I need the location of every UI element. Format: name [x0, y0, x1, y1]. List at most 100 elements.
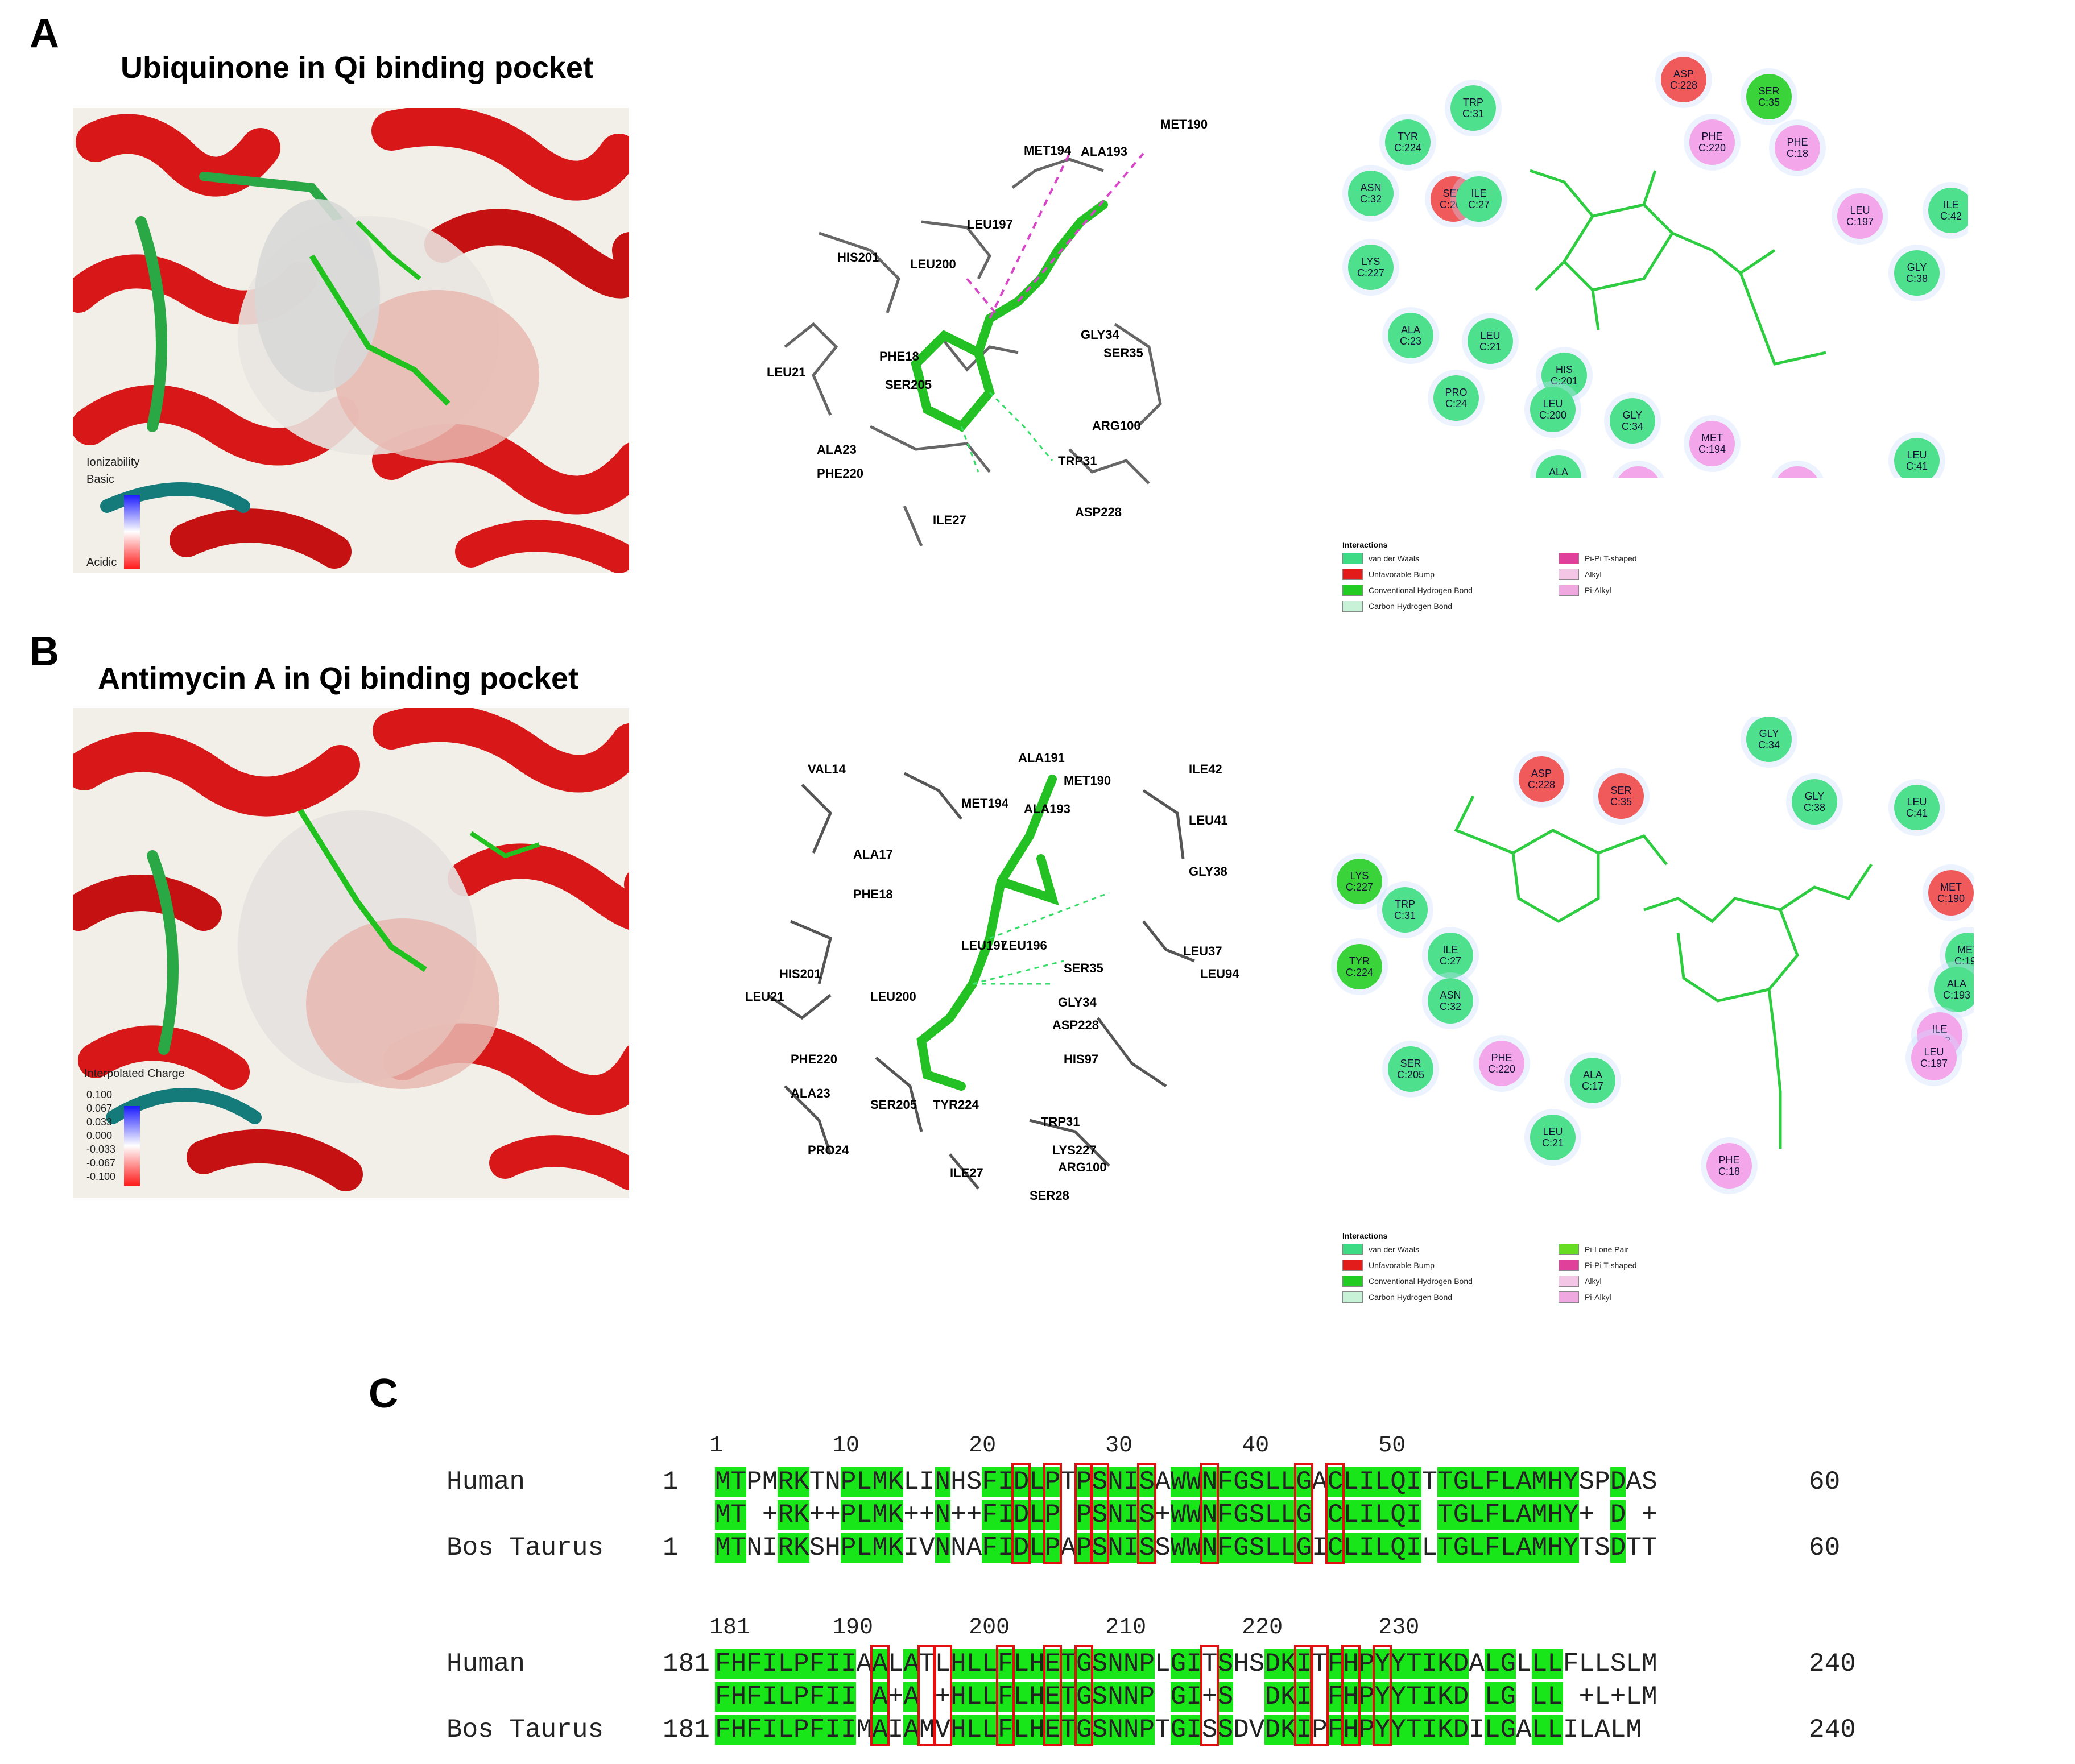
residue-letter: H	[1029, 1649, 1045, 1679]
residue-b-met-8: MET C:190	[1928, 870, 1974, 916]
residue-letter: W	[1186, 1467, 1202, 1497]
residue-letter: S	[1092, 1682, 1108, 1712]
residue-a-leu-24: LEU C:41	[1894, 438, 1940, 478]
residue-a-name: ILE	[1943, 199, 1959, 210]
residue-letter: V	[935, 1715, 951, 1745]
residue-letter: L	[1029, 1500, 1045, 1530]
residue-letter: T	[1312, 1649, 1328, 1679]
residue-letter: I	[1296, 1715, 1312, 1745]
panel-b-title: Antimycin A in Qi binding pocket	[98, 661, 579, 695]
residue-letter: C	[1327, 1533, 1344, 1563]
stick-label-b-31: SER28	[1030, 1189, 1069, 1203]
residue-letter: F	[715, 1715, 731, 1745]
residue-b-chain: C:224	[1345, 967, 1374, 978]
residue-letter: F	[715, 1682, 731, 1712]
residue-letter: P	[1044, 1533, 1061, 1563]
residue-letter: H	[825, 1533, 841, 1563]
residue-a-name: ALA	[1400, 324, 1421, 336]
residue-b-chain: C:18	[1718, 1166, 1741, 1177]
residue-letter: P	[1358, 1715, 1375, 1745]
residue-letter: M	[1531, 1467, 1548, 1497]
residue-letter: M	[919, 1715, 935, 1745]
legend-b-item-4: Carbon Hydrogen Bond	[1342, 1291, 1452, 1303]
residue-letter: I	[1123, 1467, 1139, 1497]
residue-letter: L	[1280, 1533, 1296, 1563]
residue-letter: L	[1547, 1715, 1563, 1745]
conserved-site-box	[1373, 1645, 1392, 1746]
residue-letter: S	[1139, 1500, 1155, 1530]
residue-letter: G	[1233, 1500, 1249, 1530]
residue-letter: R	[778, 1533, 794, 1563]
residue-b-name: MET	[1957, 944, 1974, 955]
residue-letter: S	[1610, 1649, 1626, 1679]
residue-a-name: TRP	[1463, 97, 1483, 108]
residue-letter: L	[1578, 1715, 1595, 1745]
residue-letter: P	[793, 1715, 809, 1745]
alignment-row-start: 1	[663, 1467, 679, 1497]
residue-letter: +	[809, 1500, 825, 1530]
residue-letter: F	[809, 1649, 825, 1679]
residue-letter: N	[1107, 1682, 1123, 1712]
residue-letter: A	[1626, 1467, 1642, 1497]
residue-letter	[1060, 1500, 1076, 1530]
residue-b-leu-5: LEU C:41	[1894, 785, 1940, 830]
residue-b-name: TYR	[1349, 955, 1370, 967]
residue-letter: R	[778, 1467, 794, 1497]
residue-letter: F	[1563, 1649, 1579, 1679]
legend-b-label: Unfavorable Bump	[1369, 1261, 1435, 1270]
interaction-diagram-a: TRP C:31 ASP C:228 SER C:35 TYR C:224 PHE C:220 PH…	[1325, 34, 1968, 478]
residue-letter: P	[1076, 1500, 1092, 1530]
residue-letter: I	[1186, 1682, 1202, 1712]
residue-letter: L	[1280, 1500, 1296, 1530]
legend-a-label: Conventional Hydrogen Bond	[1369, 586, 1473, 595]
residue-letter: P	[840, 1467, 857, 1497]
residue-letter: L	[1500, 1533, 1516, 1563]
residue-letter	[1516, 1682, 1532, 1712]
residue-letter: A	[872, 1649, 888, 1679]
residue-letter	[1594, 1500, 1610, 1530]
residue-letter: L	[856, 1500, 873, 1530]
stick-label-a-3: ALA193	[1081, 144, 1127, 159]
charge-scale-2: 0.067	[86, 1103, 113, 1114]
residue-letter: L	[1484, 1682, 1501, 1712]
stick-label-b-26: TRP31	[1041, 1115, 1080, 1129]
stick-label-b-25: TYR224	[933, 1098, 979, 1112]
residue-letter: T	[1641, 1533, 1657, 1563]
residue-letter: I	[762, 1715, 778, 1745]
residue-b-name: LEU	[1543, 1126, 1563, 1137]
residue-letter: G	[1500, 1682, 1516, 1712]
residue-letter: E	[1044, 1649, 1061, 1679]
residue-letter: A	[903, 1682, 919, 1712]
residue-letter: P	[746, 1467, 762, 1497]
residue-letter: P	[1076, 1467, 1092, 1497]
residue-letter: S	[1092, 1649, 1108, 1679]
residue-letter: I	[825, 1649, 841, 1679]
interaction-legend-a: Interactions van der Waals Unfavorable Bu…	[1342, 540, 1741, 612]
residue-letter: C	[1327, 1500, 1344, 1530]
conserved-site-box	[1200, 1645, 1220, 1746]
residue-letter: I	[825, 1682, 841, 1712]
residue-letter: L	[1610, 1715, 1626, 1745]
conserved-site-box	[1294, 1463, 1313, 1564]
legend-b-swatch	[1559, 1260, 1579, 1271]
residue-letter: K	[1280, 1715, 1296, 1745]
conserved-site-box	[1137, 1463, 1156, 1564]
basic-label: Basic	[86, 473, 114, 486]
residue-letter: S	[1594, 1533, 1610, 1563]
conserved-site-box	[1090, 1463, 1109, 1564]
residue-letter: +	[950, 1500, 966, 1530]
residue-b-gly-1: GLY C:34	[1746, 717, 1792, 762]
residue-letter	[1249, 1682, 1265, 1712]
residue-letter: L	[1264, 1533, 1280, 1563]
residue-letter: I	[997, 1533, 1014, 1563]
residue-letter: S	[1092, 1500, 1108, 1530]
residue-a-chain: C:21	[1479, 341, 1502, 353]
residue-letter: S	[1217, 1649, 1234, 1679]
legend-b-swatch	[1559, 1276, 1579, 1287]
residue-letter: I	[919, 1467, 935, 1497]
legend-a-item-4: Carbon Hydrogen Bond	[1342, 601, 1452, 612]
residue-letter: F	[809, 1715, 825, 1745]
residue-letter: M	[856, 1715, 873, 1745]
residue-letter: A	[1516, 1715, 1532, 1745]
residue-letter: I	[1563, 1715, 1579, 1745]
